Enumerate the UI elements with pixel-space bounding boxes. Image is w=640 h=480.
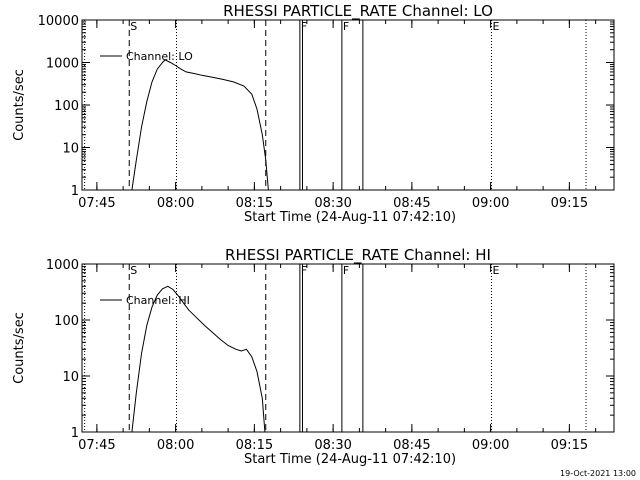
y-tick-label: 1000	[46, 57, 79, 72]
x-tick-label: 08:00	[157, 438, 194, 453]
x-tick-label: 08:45	[393, 438, 430, 453]
x-axis-label: Start Time (24-Aug-11 07:42:10)	[244, 452, 456, 467]
y-tick-label: 10	[62, 370, 79, 385]
x-axis-label: Start Time (24-Aug-11 07:42:10)	[244, 210, 456, 225]
x-tick-label: 07:45	[78, 438, 115, 453]
y-tick-label: 100	[54, 314, 79, 329]
y-tick-label: 1	[71, 426, 79, 441]
x-tick-label: 08:00	[157, 196, 194, 211]
x-tick-label: 09:15	[551, 196, 588, 211]
x-tick-label: 08:15	[236, 196, 273, 211]
event-marker-label: S	[130, 20, 137, 33]
plot-frame	[81, 263, 615, 433]
x-tick-label: 08:30	[314, 196, 351, 211]
series-line	[131, 59, 269, 191]
y-tick-label: 10	[62, 142, 79, 157]
x-tick-label: 09:00	[472, 438, 509, 453]
event-marker-label: F	[343, 20, 349, 33]
event-marker-label: F	[343, 264, 349, 277]
y-tick-label: 1	[71, 184, 79, 199]
x-tick-label: 08:15	[236, 438, 273, 453]
series-line	[131, 285, 266, 433]
panel-lo: RHESSI PARTICLE_RATE Channel: LO 07:45 08:…	[12, 2, 615, 225]
event-marker-label: F	[301, 264, 307, 277]
timestamp-footer: 19-Oct-2021 13:00	[560, 469, 636, 478]
event-marker-label: E	[493, 20, 500, 33]
x-tick-label: 08:30	[314, 438, 351, 453]
x-tick-label: 08:45	[393, 196, 430, 211]
event-marker-label: E	[493, 264, 500, 277]
x-tick-label: 09:15	[551, 438, 588, 453]
y-axis-label: Counts/sec	[12, 69, 27, 141]
chart-title: RHESSI PARTICLE_RATE Channel: LO	[223, 2, 493, 21]
plot-frame	[81, 19, 615, 191]
y-tick-label: 10000	[38, 14, 79, 29]
x-tick-label: 09:00	[472, 196, 509, 211]
event-marker-label: S	[130, 264, 137, 277]
panel-hi: RHESSI PARTICLE_RATE Channel: HI 07:45 08:…	[12, 246, 615, 467]
legend-label: Channel: LO	[126, 50, 193, 63]
event-marker-label: F	[301, 20, 307, 33]
chart-title: RHESSI PARTICLE_RATE Channel: HI	[225, 246, 491, 265]
x-tick-label: 07:45	[78, 196, 115, 211]
y-tick-label: 1000	[46, 258, 79, 273]
legend-label: Channel: HI	[126, 294, 190, 307]
y-axis-label: Counts/sec	[12, 312, 27, 384]
y-tick-label: 100	[54, 99, 79, 114]
